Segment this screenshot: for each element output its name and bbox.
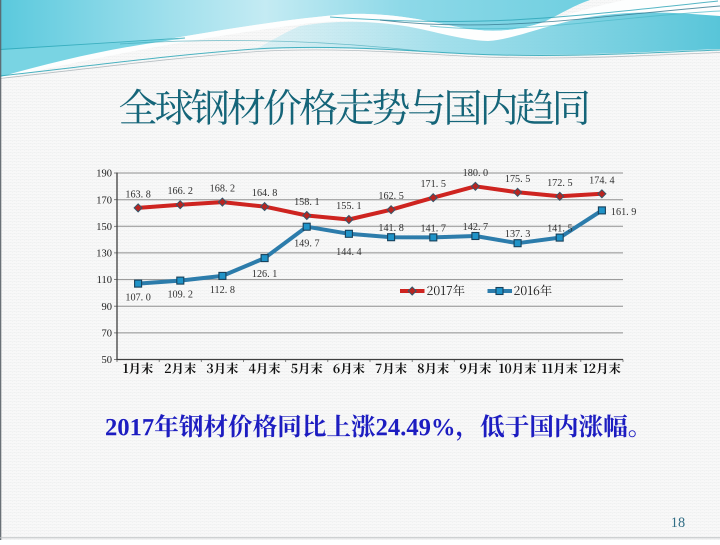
svg-text:144. 4: 144. 4 <box>336 247 361 258</box>
svg-text:164. 8: 164. 8 <box>252 188 277 199</box>
svg-text:171. 5: 171. 5 <box>420 179 445 190</box>
svg-text:130: 130 <box>96 249 112 260</box>
svg-text:107. 0: 107. 0 <box>125 293 150 304</box>
svg-text:162. 5: 162. 5 <box>378 191 403 202</box>
svg-text:175. 5: 175. 5 <box>505 174 530 185</box>
svg-text:150: 150 <box>96 222 112 233</box>
svg-text:141. 5: 141. 5 <box>547 224 572 235</box>
svg-text:141. 8: 141. 8 <box>378 223 403 234</box>
svg-text:190: 190 <box>96 169 112 180</box>
svg-text:149. 7: 149. 7 <box>294 239 319 250</box>
svg-text:166. 2: 166. 2 <box>167 186 192 197</box>
svg-text:50: 50 <box>102 355 113 366</box>
svg-text:168. 2: 168. 2 <box>210 184 235 195</box>
svg-text:172. 5: 172. 5 <box>547 178 572 189</box>
svg-text:142. 7: 142. 7 <box>463 222 488 233</box>
svg-text:155. 1: 155. 1 <box>336 201 361 212</box>
svg-text:137. 3: 137. 3 <box>505 229 530 240</box>
svg-text:90: 90 <box>102 302 113 313</box>
svg-text:112. 8: 112. 8 <box>210 285 235 296</box>
svg-text:109. 2: 109. 2 <box>167 290 192 301</box>
svg-text:110: 110 <box>97 275 112 286</box>
svg-text:163. 8: 163. 8 <box>125 189 150 200</box>
svg-text:70: 70 <box>102 329 113 340</box>
svg-text:126. 1: 126. 1 <box>252 269 277 280</box>
svg-text:161. 9: 161. 9 <box>611 207 636 218</box>
svg-text:18: 18 <box>671 515 685 531</box>
svg-text:174. 4: 174. 4 <box>589 175 614 186</box>
svg-text:158. 1: 158. 1 <box>294 197 319 208</box>
svg-text:141. 7: 141. 7 <box>420 223 445 234</box>
svg-text:180. 0: 180. 0 <box>463 168 488 179</box>
svg-text:170: 170 <box>96 195 112 206</box>
